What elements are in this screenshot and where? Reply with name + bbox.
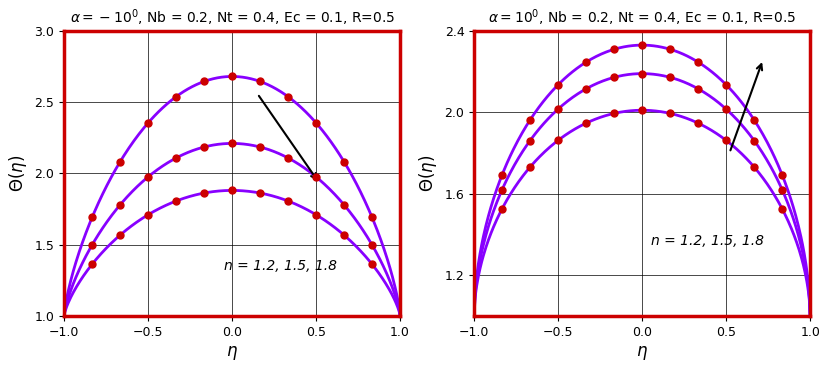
Title: $\alpha = 10^{0}$, Nb = 0.2, Nt = 0.4, Ec = 0.1, R=0.5: $\alpha = 10^{0}$, Nb = 0.2, Nt = 0.4, E… [488, 7, 796, 28]
X-axis label: $\eta$: $\eta$ [636, 344, 648, 362]
Text: n = 1.2, 1.5, 1.8: n = 1.2, 1.5, 1.8 [223, 259, 337, 273]
Text: n = 1.2, 1.5, 1.8: n = 1.2, 1.5, 1.8 [651, 234, 763, 248]
Y-axis label: $\Theta(\eta)$: $\Theta(\eta)$ [7, 155, 29, 192]
Title: $\alpha = -10^{0}$, Nb = 0.2, Nt = 0.4, Ec = 0.1, R=0.5: $\alpha = -10^{0}$, Nb = 0.2, Nt = 0.4, … [69, 7, 394, 28]
Y-axis label: $\Theta(\eta)$: $\Theta(\eta)$ [417, 155, 439, 192]
X-axis label: $\eta$: $\eta$ [226, 344, 238, 362]
